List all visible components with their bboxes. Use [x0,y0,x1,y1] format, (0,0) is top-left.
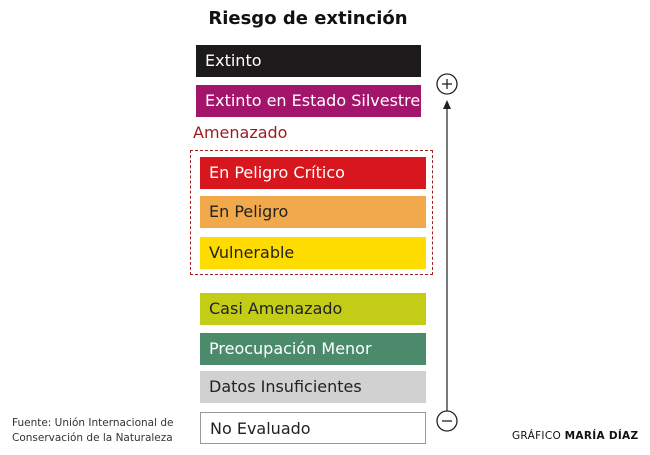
category-box: Datos Insuficientes [200,371,426,403]
group-label: Amenazado [193,123,288,142]
scale-arrow [436,73,458,432]
category-box: Preocupación Menor [200,333,426,365]
category-box: No Evaluado [200,412,426,444]
source-line: Fuente: Unión Internacional de [12,417,174,429]
credit-author: MARÍA DÍAZ [564,430,639,442]
credit: GRÁFICO MARÍA DÍAZ [512,430,638,442]
category-box: En Peligro Crítico [200,157,426,189]
category-box: Extinto [196,45,421,77]
credit-prefix: GRÁFICO [512,430,562,442]
group-frame [190,150,433,275]
source-line: Conservación de la Naturaleza [12,432,173,444]
category-box: Vulnerable [200,237,426,269]
category-box: Casi Amenazado [200,293,426,325]
title: Riesgo de extinción [208,8,408,29]
category-box: En Peligro [200,196,426,228]
category-box: Extinto en Estado Silvestre [196,85,421,117]
